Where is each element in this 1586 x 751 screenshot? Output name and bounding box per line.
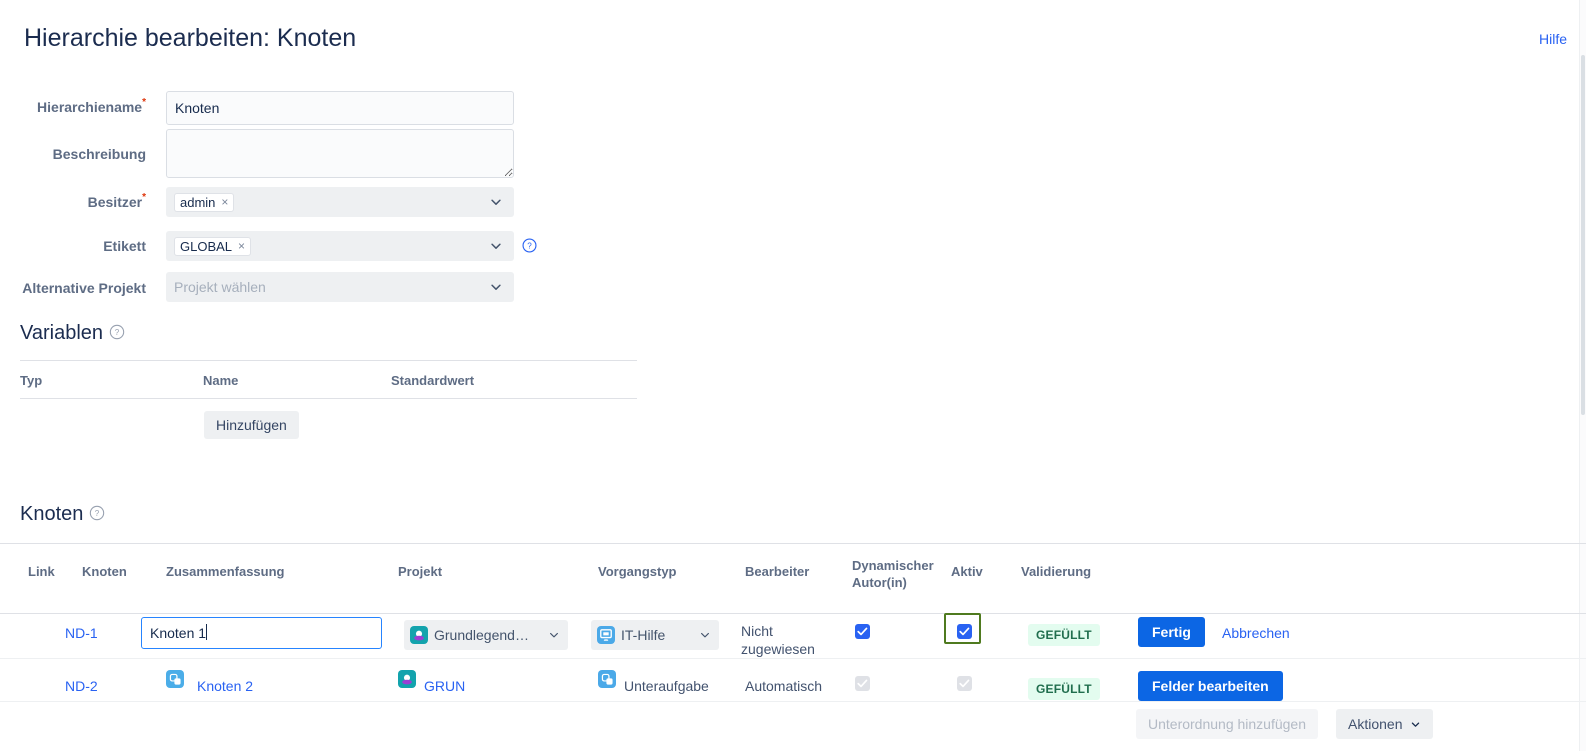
svg-text:?: ?: [527, 241, 532, 250]
svg-text:?: ?: [114, 328, 119, 337]
svg-text:?: ?: [95, 509, 100, 518]
